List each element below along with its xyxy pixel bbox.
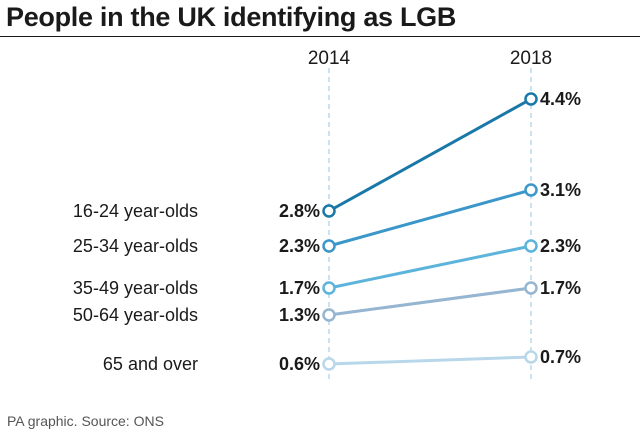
data-point-2018 — [524, 281, 538, 295]
data-point-2018 — [524, 350, 538, 364]
series-layer: 2.8% 4.4% 16-24 year-olds 2.3% 3.1% 25-34 yea… — [73, 89, 581, 374]
source-note: PA graphic. Source: ONS — [7, 413, 164, 429]
value-label-2018: 2.3% — [540, 236, 581, 256]
series-line — [328, 188, 532, 248]
category-label: 65 and over — [103, 354, 198, 374]
year-label-2018: 2018 — [510, 48, 552, 69]
series-line — [328, 286, 532, 317]
value-label-2018: 0.7% — [540, 347, 581, 367]
series-line — [328, 244, 532, 290]
series-0: 2.8% 4.4% 16-24 year-olds — [73, 89, 581, 221]
chart-title: People in the UK identifying as LGB — [6, 2, 457, 32]
data-point-2014 — [322, 308, 336, 322]
data-point-2014 — [322, 357, 336, 371]
year-label-2014: 2014 — [308, 48, 351, 69]
series-1: 2.3% 3.1% 25-34 year-olds — [73, 180, 581, 256]
value-label-2018: 4.4% — [540, 89, 581, 109]
category-label: 50-64 year-olds — [73, 305, 198, 325]
category-label: 25-34 year-olds — [73, 236, 198, 256]
data-point-2018 — [524, 239, 538, 253]
data-point-2014 — [322, 281, 336, 295]
value-label-2014: 1.3% — [279, 305, 320, 325]
title-divider — [0, 36, 640, 37]
category-label: 35-49 year-olds — [73, 278, 198, 298]
value-label-2014: 0.6% — [279, 354, 320, 374]
data-point-2018 — [524, 183, 538, 197]
value-label-2014: 1.7% — [279, 278, 320, 298]
value-label-2014: 2.3% — [279, 236, 320, 256]
category-label: 16-24 year-olds — [73, 201, 198, 221]
series-3: 1.3% 1.7% 50-64 year-olds — [73, 278, 581, 325]
value-label-2014: 2.8% — [279, 201, 320, 221]
series-line — [328, 355, 532, 366]
series-line — [328, 97, 532, 213]
data-point-2014 — [322, 239, 336, 253]
data-point-2018 — [524, 92, 538, 106]
series-2: 1.7% 2.3% 35-49 year-olds — [73, 236, 581, 298]
data-point-2014 — [322, 204, 336, 218]
value-label-2018: 3.1% — [540, 180, 581, 200]
series-4: 0.6% 0.7% 65 and over — [103, 347, 581, 374]
value-label-2018: 1.7% — [540, 278, 581, 298]
year-axis: 2014 2018 — [308, 48, 552, 382]
